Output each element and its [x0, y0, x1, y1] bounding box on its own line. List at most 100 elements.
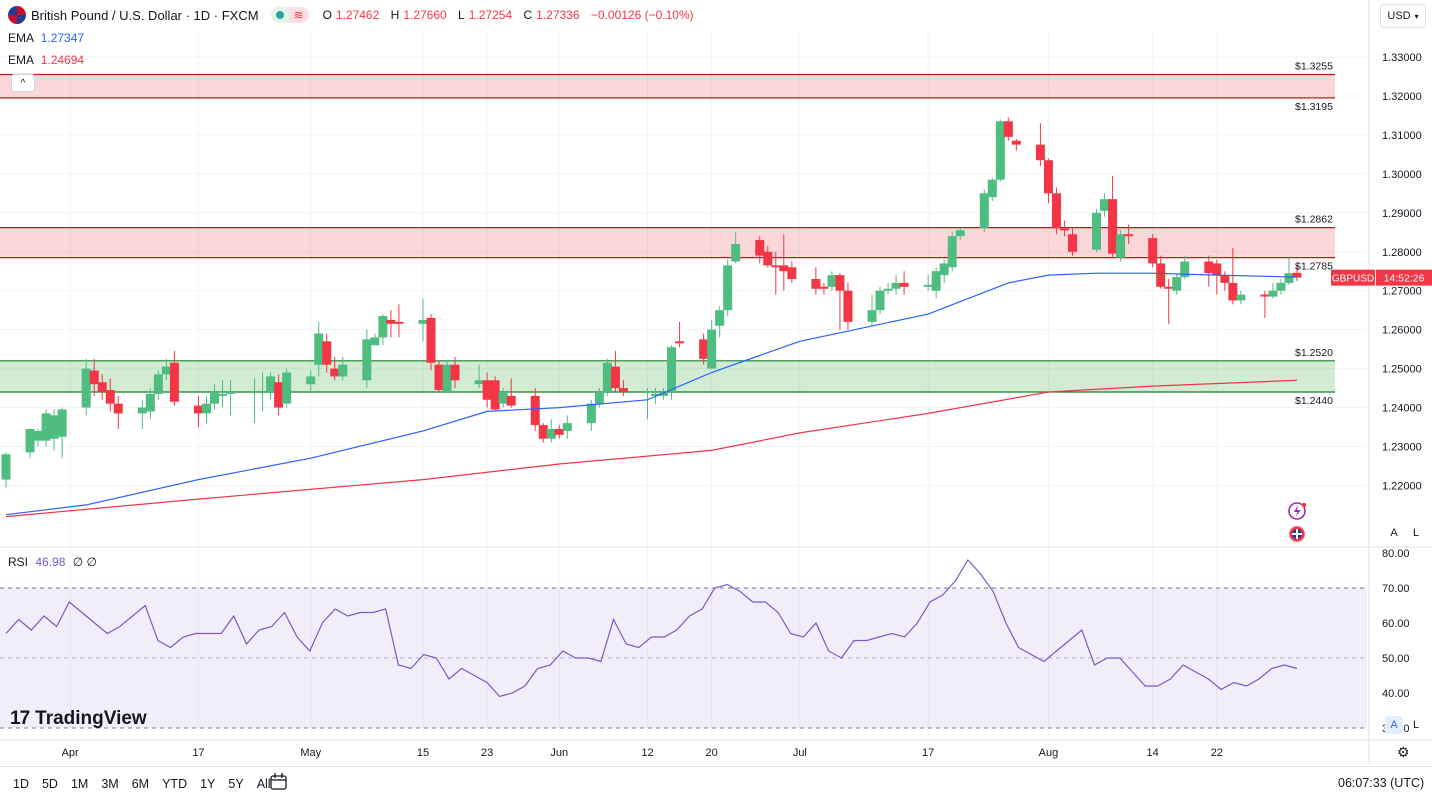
candle[interactable]	[1011, 138, 1021, 151]
candle[interactable]	[1204, 255, 1214, 287]
candle[interactable]	[418, 298, 428, 342]
candle[interactable]	[137, 399, 147, 429]
rsi-auto-scale-button[interactable]: A	[1385, 716, 1403, 734]
candle[interactable]	[1067, 228, 1077, 256]
candle[interactable]	[755, 236, 765, 264]
candle[interactable]	[1124, 224, 1134, 244]
candle[interactable]	[562, 415, 572, 439]
candle[interactable]	[274, 374, 284, 416]
candle[interactable]	[538, 423, 548, 443]
candle[interactable]	[1116, 230, 1126, 262]
candle[interactable]	[939, 259, 949, 283]
candle[interactable]	[1172, 273, 1182, 295]
candle[interactable]	[667, 345, 677, 400]
candle[interactable]	[1156, 255, 1166, 289]
candle[interactable]	[891, 275, 901, 295]
candle[interactable]	[731, 232, 741, 264]
candle[interactable]	[979, 189, 989, 233]
price-axis[interactable]: 1.33000 1.32000 1.31000 1.30000 1.29000 1.280…	[0, 0, 1432, 765]
candle[interactable]	[1276, 279, 1286, 295]
candle[interactable]	[25, 428, 35, 459]
candle[interactable]	[1051, 187, 1061, 235]
ema1-legend[interactable]: EMA 1.27347	[8, 31, 84, 45]
candle[interactable]	[883, 282, 893, 295]
candle[interactable]	[1043, 158, 1053, 204]
candles[interactable]	[1, 117, 1302, 488]
candle[interactable]	[474, 364, 484, 389]
candle[interactable]	[1268, 282, 1278, 299]
candle[interactable]	[49, 409, 59, 451]
candle[interactable]	[875, 286, 885, 315]
candle[interactable]	[442, 360, 452, 392]
log-scale-button[interactable]: L	[1412, 527, 1420, 539]
candle[interactable]	[1059, 220, 1069, 237]
candle[interactable]	[642, 388, 652, 420]
candle[interactable]	[322, 333, 332, 373]
candle[interactable]	[530, 388, 540, 431]
candle[interactable]	[987, 177, 997, 202]
candle[interactable]	[1003, 117, 1013, 141]
flash-icon[interactable]	[1288, 502, 1307, 520]
candle[interactable]	[81, 358, 91, 416]
candle[interactable]	[362, 329, 372, 389]
timeframe-5d[interactable]: 5D	[41, 777, 58, 791]
candle[interactable]	[33, 428, 43, 447]
candle[interactable]	[602, 358, 612, 396]
candle[interactable]	[161, 358, 171, 381]
gear-icon[interactable]: ⚙	[1397, 744, 1410, 760]
candle[interactable]	[266, 372, 276, 400]
candle[interactable]	[41, 409, 51, 447]
candle[interactable]	[659, 388, 669, 400]
timeframe-3m[interactable]: 3M	[101, 777, 119, 791]
candle[interactable]	[434, 360, 444, 392]
candle[interactable]	[370, 333, 380, 346]
currency-button[interactable]: USD ▾	[1380, 4, 1426, 28]
candle[interactable]	[1108, 175, 1118, 258]
candle[interactable]	[209, 384, 219, 410]
market-open-icon[interactable]	[270, 7, 289, 23]
timeframe-1y[interactable]: 1Y	[200, 777, 216, 791]
candle[interactable]	[113, 395, 123, 429]
candle[interactable]	[482, 372, 492, 408]
candle[interactable]	[250, 378, 260, 424]
candle[interactable]	[145, 388, 155, 420]
market-status-toggle[interactable]: ≋	[270, 7, 309, 23]
candle[interactable]	[947, 232, 957, 272]
timeframe-all[interactable]: All	[256, 777, 271, 791]
timeframe-6m[interactable]: 6M	[131, 777, 150, 791]
candle[interactable]	[771, 251, 781, 295]
timeframe-ytd[interactable]: YTD	[162, 777, 188, 791]
collapse-chevron-icon[interactable]: ^	[11, 74, 35, 92]
candle[interactable]	[506, 378, 516, 408]
candle[interactable]	[723, 259, 733, 317]
candle[interactable]	[258, 372, 268, 412]
candle[interactable]	[426, 314, 436, 371]
gbp-flag-icon[interactable]	[1288, 525, 1306, 543]
candle[interactable]	[97, 374, 107, 400]
candle[interactable]	[811, 267, 821, 295]
candle[interactable]	[779, 234, 789, 291]
candle[interactable]	[282, 368, 292, 408]
rsi-legend[interactable]: RSI 46.98 ∅ ∅	[8, 555, 97, 569]
candle[interactable]	[610, 351, 620, 392]
candle[interactable]	[707, 319, 717, 369]
candle[interactable]	[57, 407, 67, 459]
candle[interactable]	[618, 380, 628, 396]
ema2-legend[interactable]: EMA 1.24694	[8, 53, 84, 67]
candle[interactable]	[835, 273, 845, 330]
candle[interactable]	[827, 271, 837, 291]
calendar-compare-icon[interactable]	[270, 773, 287, 790]
candle[interactable]	[450, 356, 460, 389]
side-icons[interactable]	[1288, 502, 1307, 543]
candle[interactable]	[995, 119, 1005, 182]
candle[interactable]	[843, 282, 853, 330]
candle[interactable]	[490, 376, 500, 412]
candle[interactable]	[715, 306, 725, 338]
candle[interactable]	[386, 310, 396, 338]
candle[interactable]	[306, 370, 316, 392]
candle[interactable]	[1164, 279, 1174, 324]
candle[interactable]	[787, 261, 797, 283]
candle[interactable]	[675, 321, 685, 348]
candle[interactable]	[89, 358, 99, 396]
